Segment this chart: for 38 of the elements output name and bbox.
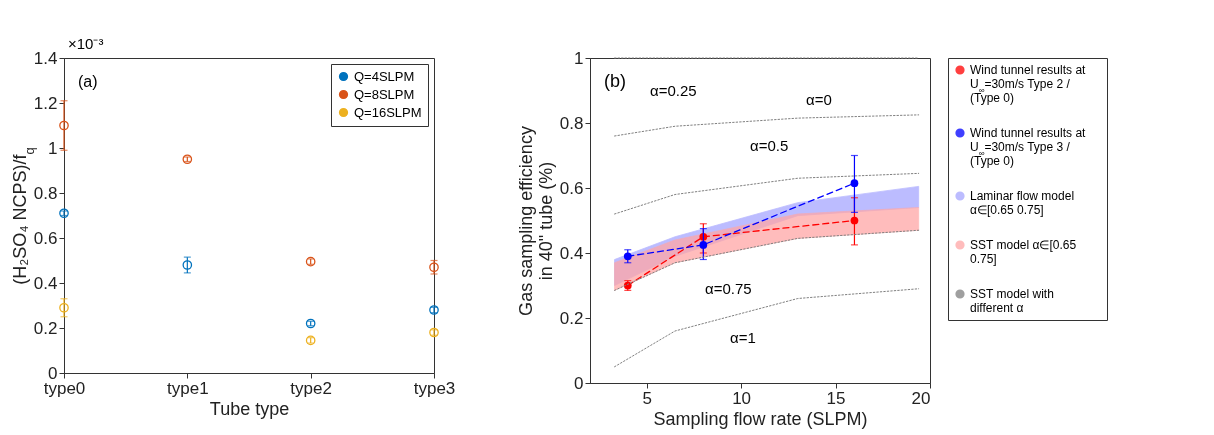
- legend-label: Wind tunnel results at U$_{∞}$=30m/s Type 3 / (Type 0): [970, 126, 1087, 168]
- y-tick-label: 0.6: [559, 178, 584, 198]
- annotation: α=1: [730, 329, 756, 346]
- x-tick-label: 15: [826, 388, 846, 408]
- x-axis-title: Sampling flow rate (SLPM): [653, 408, 868, 429]
- y-tick-label: 0.4: [559, 243, 584, 263]
- x-tick-label: 10: [732, 388, 752, 408]
- annotation: α=0.25: [650, 82, 697, 99]
- x-tick-label: 20: [911, 388, 931, 408]
- annotation: α=0: [806, 91, 832, 108]
- y-tick-label: 0.2: [33, 318, 58, 338]
- legend-label: SST model with different α: [970, 287, 1054, 315]
- y-tick-label: 0.8: [33, 183, 58, 203]
- x-tick-label: type2: [290, 378, 332, 398]
- x-tick-label: type1: [167, 378, 209, 398]
- legend-label: Q=8SLPM: [354, 86, 415, 102]
- text: ×10⁻³: [68, 35, 104, 52]
- y-axis-title: Gas sampling efficiency in 40" tube (%): [515, 126, 556, 316]
- x-tick-label: 5: [642, 388, 652, 408]
- legend-label: Q=4SLPM: [354, 68, 415, 84]
- y-tick-label: 0.8: [559, 113, 584, 133]
- y-tick-label: 1.4: [33, 48, 58, 68]
- annotation: (b): [604, 71, 626, 91]
- annotation: α=0.5: [750, 137, 789, 154]
- y-tick-label: 0.2: [559, 308, 584, 328]
- x-tick-label: type3: [413, 378, 456, 398]
- legend-label: Laminar flow model α∈[0.65 0.75]: [970, 189, 1075, 217]
- y-tick-label: 1: [574, 48, 584, 68]
- annotation: (a): [78, 73, 98, 90]
- legend-label: SST model α∈[0.65 0.75]: [970, 238, 1077, 266]
- x-axis-title: Tube type: [209, 398, 290, 419]
- y-tick-label: 0: [574, 373, 584, 393]
- y-tick-label: 1: [48, 138, 58, 158]
- legend-label: Q=16SLPM: [354, 104, 422, 120]
- y-tick-label: 0.6: [33, 228, 58, 248]
- y-tick-label: 1.2: [33, 93, 58, 113]
- annotation: α=0.75: [705, 280, 752, 297]
- legend-label: Wind tunnel results at U$_{∞}$=30m/s Type 2 / (Type 0): [970, 63, 1087, 105]
